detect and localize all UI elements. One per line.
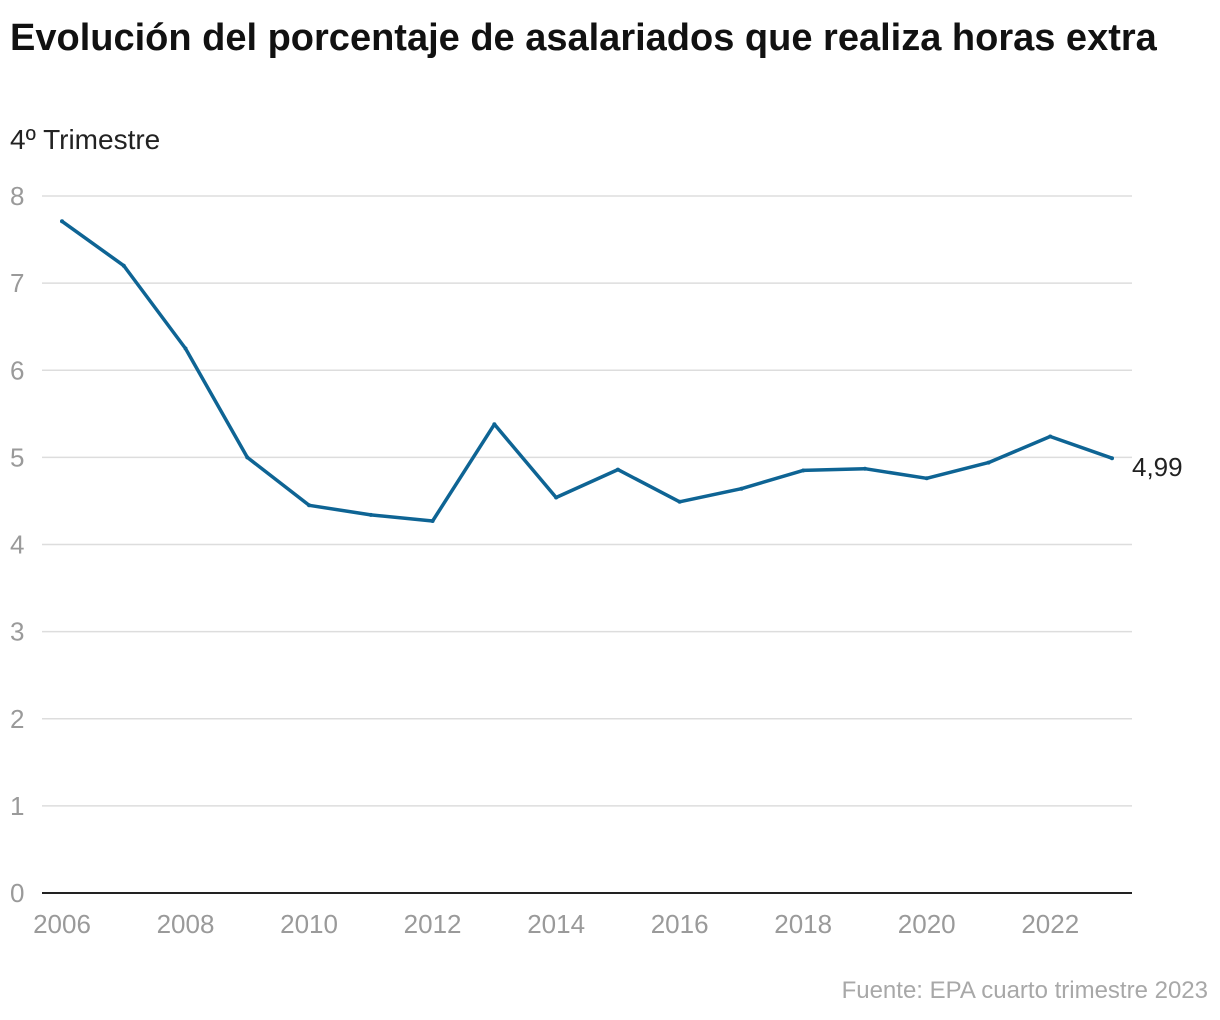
y-tick-label: 4	[10, 530, 24, 560]
x-tick-label: 2016	[651, 909, 709, 939]
x-tick-label: 2018	[774, 909, 832, 939]
data-point	[554, 495, 559, 500]
data-point	[430, 518, 435, 523]
x-tick-label: 2010	[280, 909, 338, 939]
data-point	[121, 263, 126, 268]
data-point	[368, 512, 373, 517]
x-tick-labels: 2006 2008 2010 2012 2014 2016 2018 2020 2022	[33, 909, 1079, 939]
y-tick-label: 3	[10, 617, 24, 647]
series-line	[60, 219, 1114, 523]
y-tick-label: 8	[10, 181, 24, 211]
y-tick-label: 6	[10, 355, 24, 385]
data-point	[1048, 434, 1053, 439]
data-point	[801, 468, 806, 473]
data-point	[924, 476, 929, 481]
chart-title: Evolución del porcentaje de asalariados …	[10, 17, 1157, 59]
series-layer	[60, 219, 1114, 523]
x-tick-label: 2020	[898, 909, 956, 939]
x-tick-label: 2012	[404, 909, 462, 939]
y-tick-label: 7	[10, 268, 24, 298]
x-tick-label: 2006	[33, 909, 91, 939]
y-tick-label: 0	[10, 878, 24, 908]
data-point	[739, 486, 744, 491]
x-tick-label: 2014	[527, 909, 585, 939]
end-value-label: 4,99	[1132, 452, 1183, 482]
grid-lines	[42, 195, 1132, 807]
data-point	[615, 467, 620, 472]
data-point	[986, 460, 991, 465]
data-point	[492, 422, 497, 427]
y-tick-label: 2	[10, 704, 24, 734]
data-point	[183, 346, 188, 351]
data-point	[862, 466, 867, 471]
data-point	[60, 219, 64, 224]
x-tick-label: 2008	[157, 909, 215, 939]
x-tick-label: 2022	[1021, 909, 1079, 939]
source-note: Fuente: EPA cuarto trimestre 2023	[841, 977, 1208, 1004]
y-tick-label: 5	[10, 442, 24, 472]
data-point	[307, 503, 312, 508]
data-point	[245, 455, 250, 460]
data-point	[677, 499, 682, 504]
y-tick-labels: 0 1 2 3 4 5 6 7 8	[10, 181, 24, 908]
y-tick-label: 1	[10, 791, 24, 821]
chart-subtitle: 4º Trimestre	[10, 124, 161, 155]
data-point	[1110, 456, 1114, 461]
